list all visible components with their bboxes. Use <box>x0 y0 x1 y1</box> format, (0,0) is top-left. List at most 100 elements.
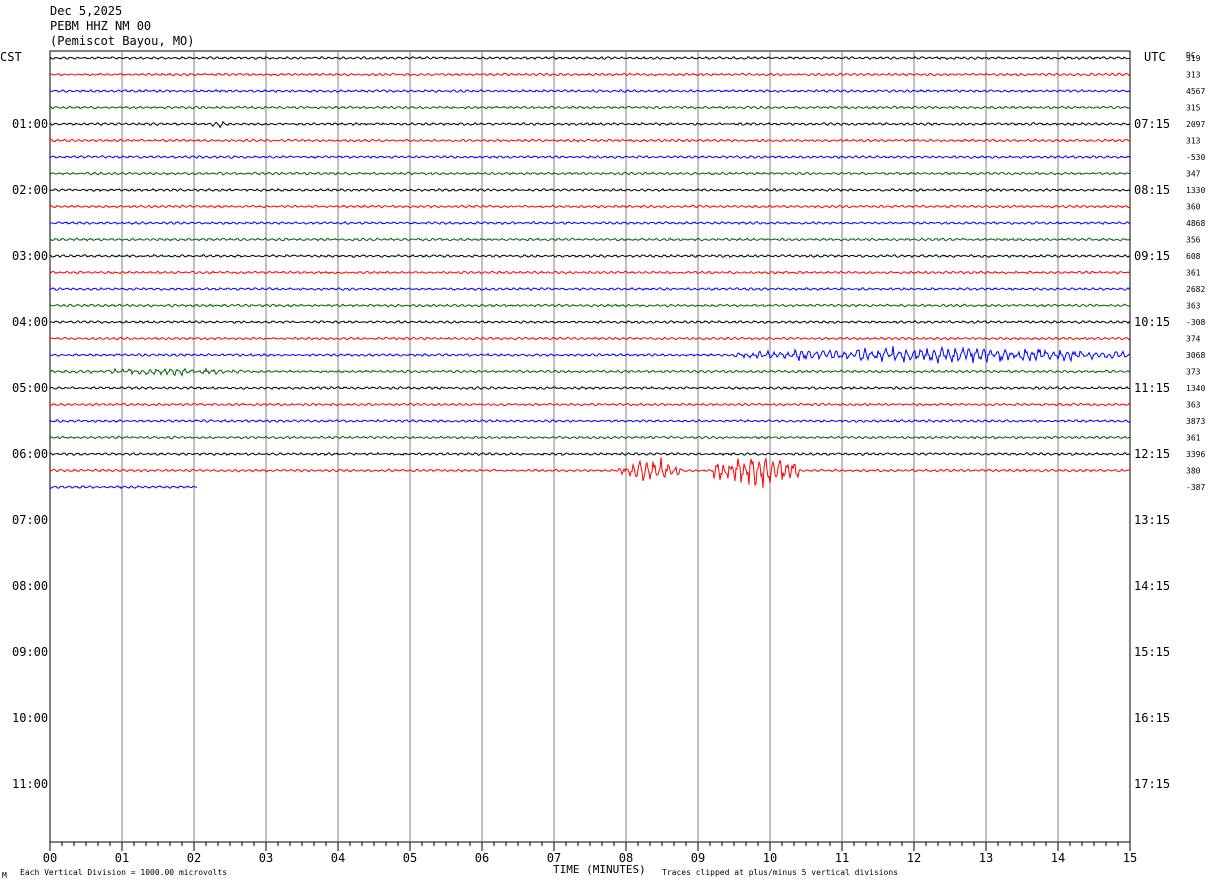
utc-hour-label: 10:15 <box>1134 315 1170 329</box>
cst-hour-label: 10:00 <box>12 711 48 725</box>
station-label: PEBM HHZ NM 00 <box>50 19 152 33</box>
dc-offset-label: 363 <box>1186 302 1201 311</box>
trace-line <box>49 120 1131 129</box>
dc-offset-label: 3873 <box>1186 417 1205 426</box>
trace-line <box>49 367 1131 378</box>
x-tick-label: 01 <box>115 851 129 865</box>
trace-line <box>49 485 198 490</box>
location-label: (Pemiscot Bayou, MO) <box>50 34 195 48</box>
trace-line <box>49 220 1131 226</box>
dc-offset-label: 360 <box>1186 203 1201 212</box>
cst-hour-label: 02:00 <box>12 183 48 197</box>
x-tick-label: 00 <box>43 851 57 865</box>
trace-line <box>49 105 1131 110</box>
utc-hour-label: 11:15 <box>1134 381 1170 395</box>
utc-hour-label: 08:15 <box>1134 183 1170 197</box>
plot-frame <box>49 50 1131 843</box>
x-tick-label: 11 <box>835 851 849 865</box>
trace-line <box>49 171 1131 176</box>
trace-line <box>49 253 1131 259</box>
dc-offset-label: 319 <box>1186 54 1201 63</box>
x-tick-label: 10 <box>763 851 777 865</box>
dc-offset-label: 361 <box>1186 434 1201 443</box>
dc-offset-label: 380 <box>1186 467 1201 476</box>
trace-line <box>49 155 1131 160</box>
cst-zone-label: CST <box>0 50 22 64</box>
trace-line <box>49 402 1131 407</box>
trace-line <box>49 418 1131 423</box>
dc-offset-label: 374 <box>1186 335 1201 344</box>
dc-offset-label: 1340 <box>1186 384 1205 393</box>
x-tick-label: 07 <box>547 851 561 865</box>
seismic-traces <box>49 55 1131 490</box>
trace-line <box>49 456 1131 488</box>
trace-line <box>49 138 1131 143</box>
x-tick-label: 12 <box>907 851 921 865</box>
trace-line <box>49 435 1131 440</box>
trace-line <box>49 270 1131 275</box>
dc-offset-label: 347 <box>1186 170 1201 179</box>
dc-offset-label: 363 <box>1186 401 1201 410</box>
trace-line <box>49 336 1131 341</box>
trace-line <box>49 204 1131 209</box>
utc-hour-label: 15:15 <box>1134 645 1170 659</box>
cst-hour-label: 09:00 <box>12 645 48 659</box>
axis-labels: CST UTC DC TIME (MINUTES) 00 01 02 03 04 05 06… <box>0 50 1205 876</box>
x-tick-label: 03 <box>259 851 273 865</box>
utc-hour-label: 17:15 <box>1134 777 1170 791</box>
x-tick-label: 04 <box>331 851 345 865</box>
dc-offset-label: 608 <box>1186 252 1201 261</box>
trace-line <box>49 303 1131 308</box>
dc-offset-label: 361 <box>1186 269 1201 278</box>
utc-hour-label: 12:15 <box>1134 447 1170 461</box>
dc-offset-label: 3068 <box>1186 351 1205 360</box>
x-tick-label: 02 <box>187 851 201 865</box>
dc-offset-label: 313 <box>1186 71 1201 80</box>
dc-offset-label: 373 <box>1186 368 1201 377</box>
trace-line <box>49 345 1131 364</box>
cst-hour-label: 06:00 <box>12 447 48 461</box>
x-tick-label: 06 <box>475 851 489 865</box>
x-tick-label: 09 <box>691 851 705 865</box>
cst-hour-label: 01:00 <box>12 117 48 131</box>
trace-line <box>49 237 1131 242</box>
footer-clip-note: Traces clipped at plus/minus 5 vertical … <box>662 868 899 877</box>
dc-offset-label: -387 <box>1186 483 1205 492</box>
dc-offset-label: -530 <box>1186 153 1205 162</box>
trace-line <box>49 88 1131 93</box>
dc-offset-label: 3396 <box>1186 450 1205 459</box>
date-label: Dec 5,2025 <box>50 4 123 18</box>
dc-offset-label: 315 <box>1186 104 1201 113</box>
x-tick-label: 14 <box>1051 851 1065 865</box>
cst-hour-label: 03:00 <box>12 249 48 263</box>
dc-offset-label: 313 <box>1186 137 1201 146</box>
dc-offset-label: 4868 <box>1186 219 1205 228</box>
dc-offset-label: 2097 <box>1186 120 1205 129</box>
utc-hour-label: 16:15 <box>1134 711 1170 725</box>
utc-zone-label: UTC <box>1144 50 1166 64</box>
utc-hour-label: 13:15 <box>1134 513 1170 527</box>
dc-offset-label: 4567 <box>1186 87 1205 96</box>
dc-offset-label: 1330 <box>1186 186 1205 195</box>
trace-line <box>49 451 1131 457</box>
trace-line <box>49 72 1131 77</box>
x-tick-label: 15 <box>1123 851 1137 865</box>
corner-mark: M <box>2 871 7 880</box>
footer-scale-note: Each Vertical Division = 1000.00 microvo… <box>20 868 228 877</box>
utc-hour-label: 14:15 <box>1134 579 1170 593</box>
cst-hour-label: 08:00 <box>12 579 48 593</box>
x-tick-label: 13 <box>979 851 993 865</box>
cst-hour-label: 07:00 <box>12 513 48 527</box>
x-tick-label: 08 <box>619 851 633 865</box>
dc-offset-label: -308 <box>1186 318 1205 327</box>
cst-hour-label: 11:00 <box>12 777 48 791</box>
trace-line <box>49 55 1131 61</box>
x-axis-title: TIME (MINUTES) <box>553 863 646 876</box>
trace-line <box>49 286 1131 292</box>
trace-line <box>49 385 1131 391</box>
dc-offset-label: 2682 <box>1186 285 1205 294</box>
x-tick-label: 05 <box>403 851 417 865</box>
dc-label: DC <box>1186 51 1196 60</box>
cst-hour-label: 04:00 <box>12 315 48 329</box>
